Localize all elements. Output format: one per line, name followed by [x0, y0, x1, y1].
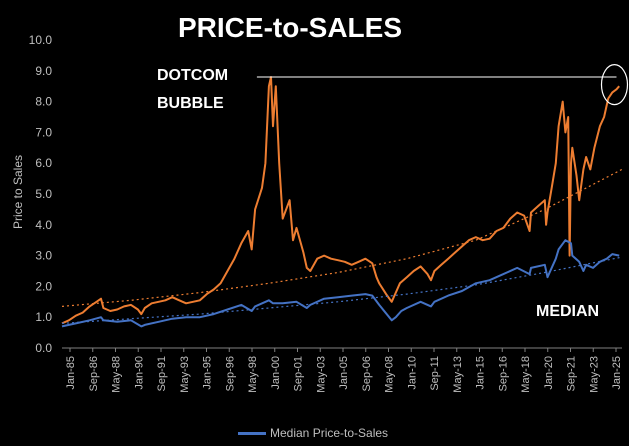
annotation-line-2: BUBBLE	[157, 95, 224, 112]
x-tick-label: Sep-96	[224, 356, 236, 391]
x-tick-label: Sep-16	[497, 356, 509, 391]
x-tick-label: May-13	[452, 356, 464, 393]
chart-title: PRICE-to-SALES	[178, 12, 402, 43]
y-tick-label: 0.0	[35, 341, 52, 355]
x-tick-label: Jan-25	[611, 356, 623, 390]
trend-line-3	[61, 256, 623, 324]
x-tick-label: Jan-20	[543, 356, 555, 390]
annotation-line-1: DOTCOM	[157, 67, 229, 84]
x-tick-label: Jan-95	[202, 356, 214, 390]
y-axis-label: Price to Sales	[11, 154, 25, 230]
legend-label: Median Price-to-Sales	[270, 426, 389, 440]
x-tick-label: Jan-90	[133, 356, 145, 390]
y-tick-label: 4.0	[35, 218, 52, 232]
x-tick-label: Jan-05	[338, 356, 350, 390]
x-tick-label: Sep-86	[88, 356, 100, 391]
y-tick-label: 6.0	[35, 156, 52, 170]
legend: Median Price-to-Sales	[238, 426, 388, 440]
trend-line-2	[61, 168, 623, 307]
x-tick-label: Sep-11	[429, 356, 441, 391]
x-tick-label: Sep-01	[293, 356, 305, 391]
x-tick-label: May-88	[111, 356, 123, 393]
y-tick-label: 7.0	[35, 125, 52, 139]
x-tick-label: May-23	[588, 356, 600, 393]
x-tick-label: Sep-21	[566, 356, 578, 391]
y-tick-label: 5.0	[35, 187, 52, 201]
series-line-0	[61, 76, 620, 325]
x-tick-label: Jan-85	[65, 356, 77, 390]
y-tick-label: 3.0	[35, 249, 52, 263]
legend-swatch	[238, 431, 266, 435]
series-line-1	[61, 239, 620, 328]
y-tick-label: 1.0	[35, 310, 52, 324]
x-tick-label: Jan-15	[475, 356, 487, 390]
x-tick-label: Jan-10	[406, 356, 418, 390]
y-tick-label: 2.0	[35, 279, 52, 293]
x-tick-label: May-03	[315, 356, 327, 393]
x-tick-label: Sep-91	[156, 356, 168, 391]
median-annotation: MEDIAN	[536, 303, 600, 320]
x-tick-label: May-98	[247, 356, 259, 393]
x-tick-label: Jan-00	[270, 356, 282, 390]
x-tick-label: May-08	[384, 356, 396, 393]
dotcom-bubble-annotation: DOTCOM BUBBLE	[157, 62, 228, 118]
x-tick-label: Sep-06	[361, 356, 373, 391]
y-tick-label: 9.0	[35, 64, 52, 78]
y-tick-label: 10.0	[29, 33, 53, 47]
y-tick-label: 8.0	[35, 95, 52, 109]
current-peak-circle	[600, 64, 629, 106]
x-tick-label: May-18	[520, 356, 532, 393]
x-tick-label: May-93	[179, 356, 191, 393]
